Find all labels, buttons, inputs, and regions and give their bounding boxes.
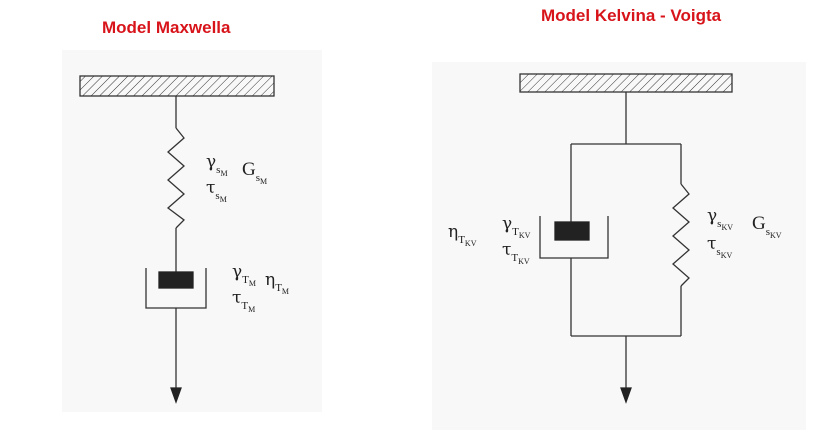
kelvin-dashpot-cylinder [539, 216, 609, 259]
maxwell-dashpot-gamma-label: γTM [232, 262, 257, 288]
kelvin-voigt-panel [432, 62, 806, 430]
maxwell-spring-gamma-label: γsM [206, 152, 228, 178]
kelvin-spring-tau-label: τsKV [707, 234, 733, 260]
kelvin-dashpot-eta-label: ηTKV [448, 222, 477, 248]
kelvin-voigt-title: Model Kelvina - Voigta [541, 6, 722, 25]
maxwell-spring-tau-label: τsM [206, 178, 227, 204]
maxwell-dashpot-eta-label: ηTM [265, 270, 290, 296]
maxwell-spring-modulus-label: GsM [242, 159, 268, 186]
maxwell-load-arrow [170, 387, 182, 404]
maxwell-model [79, 75, 275, 404]
kelvin-voigt-model [519, 73, 733, 404]
kelvin-load-arrow [620, 387, 632, 404]
maxwell-dashpot-piston [158, 271, 194, 289]
kelvin-spring-gamma-label: γsKV [707, 206, 734, 232]
maxwell-support [79, 75, 275, 97]
kelvin-spring-modulus-label: GsKV [752, 213, 782, 240]
kelvin-spring [672, 183, 690, 287]
kelvin-support [519, 73, 733, 93]
maxwell-dashpot-tau-label: τTM [232, 288, 256, 314]
maxwell-spring [166, 127, 185, 229]
maxwell-title: Model Maxwella [102, 18, 231, 37]
maxwell-panel [62, 50, 322, 412]
kelvin-dashpot-gamma-label: γTKV [502, 214, 531, 240]
kelvin-dashpot-piston [554, 221, 590, 241]
kelvin-dashpot-tau-label: τTKV [502, 240, 530, 266]
